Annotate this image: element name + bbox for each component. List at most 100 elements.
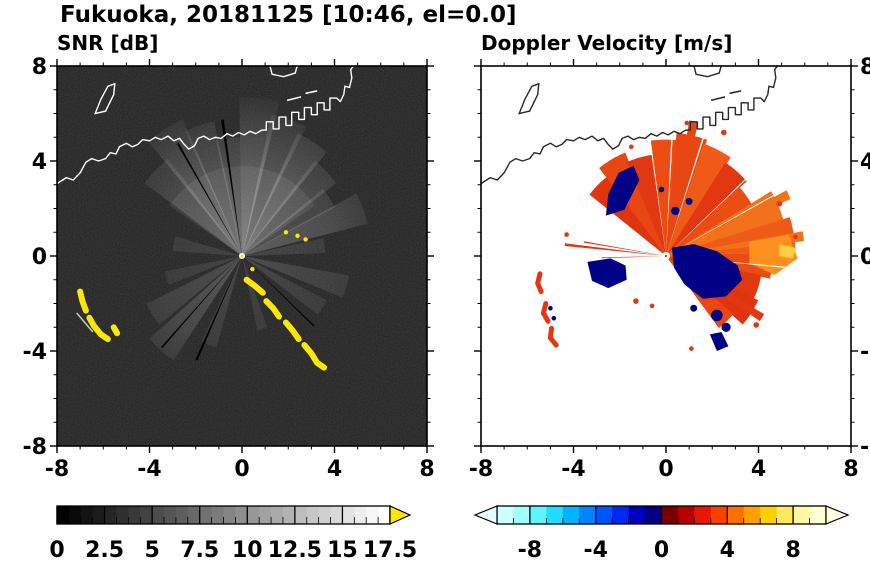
snr-colorbar-segment bbox=[330, 506, 344, 524]
doppler-negative-speck bbox=[548, 305, 553, 311]
doppler-negative-speck bbox=[690, 304, 698, 312]
x-tick-label: 8 bbox=[419, 457, 434, 482]
snr-colorbar-label: 17.5 bbox=[363, 538, 417, 563]
doppler-colorbar-segment bbox=[776, 506, 794, 524]
doppler-colorbar-segment bbox=[677, 506, 695, 524]
snr-colorbar-segment bbox=[306, 506, 320, 524]
doppler-speck bbox=[633, 298, 639, 304]
doppler-image bbox=[480, 64, 851, 446]
snr-colorbar-segment bbox=[92, 506, 106, 524]
snr-colorbar-label: 7.5 bbox=[180, 538, 219, 563]
doppler-speck bbox=[776, 201, 783, 207]
y-tick-label: -4 bbox=[23, 340, 47, 365]
doppler-colorbar-segment bbox=[727, 506, 745, 524]
snr-colorbar-segment bbox=[152, 506, 165, 524]
snr-colorbar-label: 2.5 bbox=[85, 538, 124, 563]
doppler-colorbar-segment bbox=[809, 506, 827, 524]
doppler-negative-speck bbox=[551, 315, 557, 321]
snr-colorbar-segment bbox=[271, 506, 284, 524]
snr-colorbar-segment bbox=[199, 506, 213, 524]
y-tick-label: -8 bbox=[860, 435, 870, 460]
x-tick-label: -4 bbox=[137, 457, 161, 482]
doppler-colorbar-segment bbox=[793, 506, 811, 524]
doppler-negative-speck bbox=[685, 197, 693, 205]
doppler-speck bbox=[689, 346, 694, 351]
snr-plot bbox=[56, 64, 427, 446]
doppler-colorbar-label: -4 bbox=[583, 538, 607, 563]
snr-clutter-dot bbox=[303, 237, 308, 242]
doppler-colorbar-segment bbox=[513, 506, 531, 524]
snr-colorbar-segment bbox=[80, 506, 94, 524]
doppler-negative-speck bbox=[711, 309, 723, 322]
doppler-speck bbox=[629, 144, 634, 150]
snr-colorbar-segment bbox=[187, 506, 201, 524]
snr-colorbar-label: 15 bbox=[327, 538, 358, 563]
x-tick-label: 0 bbox=[658, 457, 673, 482]
doppler-colorbar-segment bbox=[595, 506, 613, 524]
snr-clutter-dot bbox=[250, 266, 255, 272]
y-tick-label: -4 bbox=[860, 340, 870, 365]
snr-image bbox=[56, 64, 427, 446]
doppler-colorbar-under-arrow bbox=[473, 505, 498, 525]
snr-colorbar-segment bbox=[235, 506, 248, 524]
snr-colorbar-segment bbox=[247, 506, 260, 524]
y-tick-label: 8 bbox=[32, 55, 47, 80]
snr-colorbar-segment bbox=[57, 506, 70, 524]
snr-colorbar-label: 12.5 bbox=[268, 538, 322, 563]
snr-colorbar-segment bbox=[354, 506, 367, 524]
snr-colorbar-segment bbox=[68, 506, 82, 524]
doppler-negative-speck bbox=[658, 186, 665, 193]
snr-panel-title: SNR [dB] bbox=[57, 31, 159, 55]
doppler-colorbar-segment bbox=[562, 506, 580, 524]
doppler-plot bbox=[480, 64, 851, 446]
y-tick-label: 4 bbox=[860, 150, 870, 175]
y-tick-label: -8 bbox=[23, 435, 47, 460]
y-tick-label: 0 bbox=[32, 245, 47, 270]
doppler-colorbar-over-arrow bbox=[825, 505, 850, 525]
snr-colorbar-segment bbox=[259, 506, 272, 524]
doppler-colorbar-segment bbox=[529, 506, 547, 524]
snr-colorbar-segment bbox=[164, 506, 177, 524]
y-tick-label: 0 bbox=[860, 245, 870, 270]
snr-colorbar-segment bbox=[378, 506, 391, 524]
doppler-colorbar-segment bbox=[760, 506, 778, 524]
doppler-negative-speck bbox=[671, 206, 680, 216]
snr-colorbar-segment bbox=[294, 506, 308, 524]
doppler-speck bbox=[721, 129, 727, 136]
snr-colorbar-segment bbox=[223, 506, 236, 524]
snr-colorbar-segment bbox=[140, 506, 153, 524]
y-tick-label: 4 bbox=[32, 150, 47, 175]
doppler-speck bbox=[649, 303, 655, 309]
doppler-colorbar-segment bbox=[546, 506, 564, 524]
radar-center-dot bbox=[664, 254, 668, 258]
snr-colorbar-label: 0 bbox=[49, 538, 64, 563]
snr-clutter-dot bbox=[295, 233, 300, 238]
doppler-colorbar-label: 4 bbox=[720, 538, 735, 563]
doppler-panel-title: Doppler Velocity [m/s] bbox=[481, 31, 733, 55]
x-tick-label: -4 bbox=[561, 457, 585, 482]
snr-colorbar-segment bbox=[175, 506, 189, 524]
snr-colorbar-segment bbox=[318, 506, 332, 524]
snr-colorbar-segment bbox=[116, 506, 129, 524]
doppler-colorbar-label: 8 bbox=[785, 538, 800, 563]
doppler-colorbar-segment bbox=[661, 506, 679, 524]
doppler-colorbar-segment bbox=[645, 506, 663, 524]
snr-clutter-arc bbox=[110, 324, 121, 337]
snr-colorbar-segment bbox=[282, 506, 296, 524]
snr-colorbar-over-arrow bbox=[389, 505, 412, 525]
x-tick-label: 4 bbox=[327, 457, 342, 482]
doppler-colorbar-outline bbox=[496, 505, 827, 525]
snr-colorbar-segment bbox=[104, 506, 118, 524]
doppler-negative-speck bbox=[721, 322, 731, 332]
x-tick-label: 4 bbox=[751, 457, 766, 482]
y-tick-label: 8 bbox=[860, 55, 870, 80]
doppler-speck bbox=[564, 232, 569, 237]
doppler-colorbar-segment bbox=[628, 506, 646, 524]
doppler-colorbar-segment bbox=[710, 506, 728, 524]
doppler-speck bbox=[753, 322, 759, 328]
figure-title: Fukuoka, 20181125 [10:46, el=0.0] bbox=[60, 2, 517, 28]
doppler-colorbar-segment bbox=[694, 506, 712, 524]
snr-colorbar-label: 5 bbox=[144, 538, 159, 563]
doppler-colorbar-segment bbox=[612, 506, 630, 524]
